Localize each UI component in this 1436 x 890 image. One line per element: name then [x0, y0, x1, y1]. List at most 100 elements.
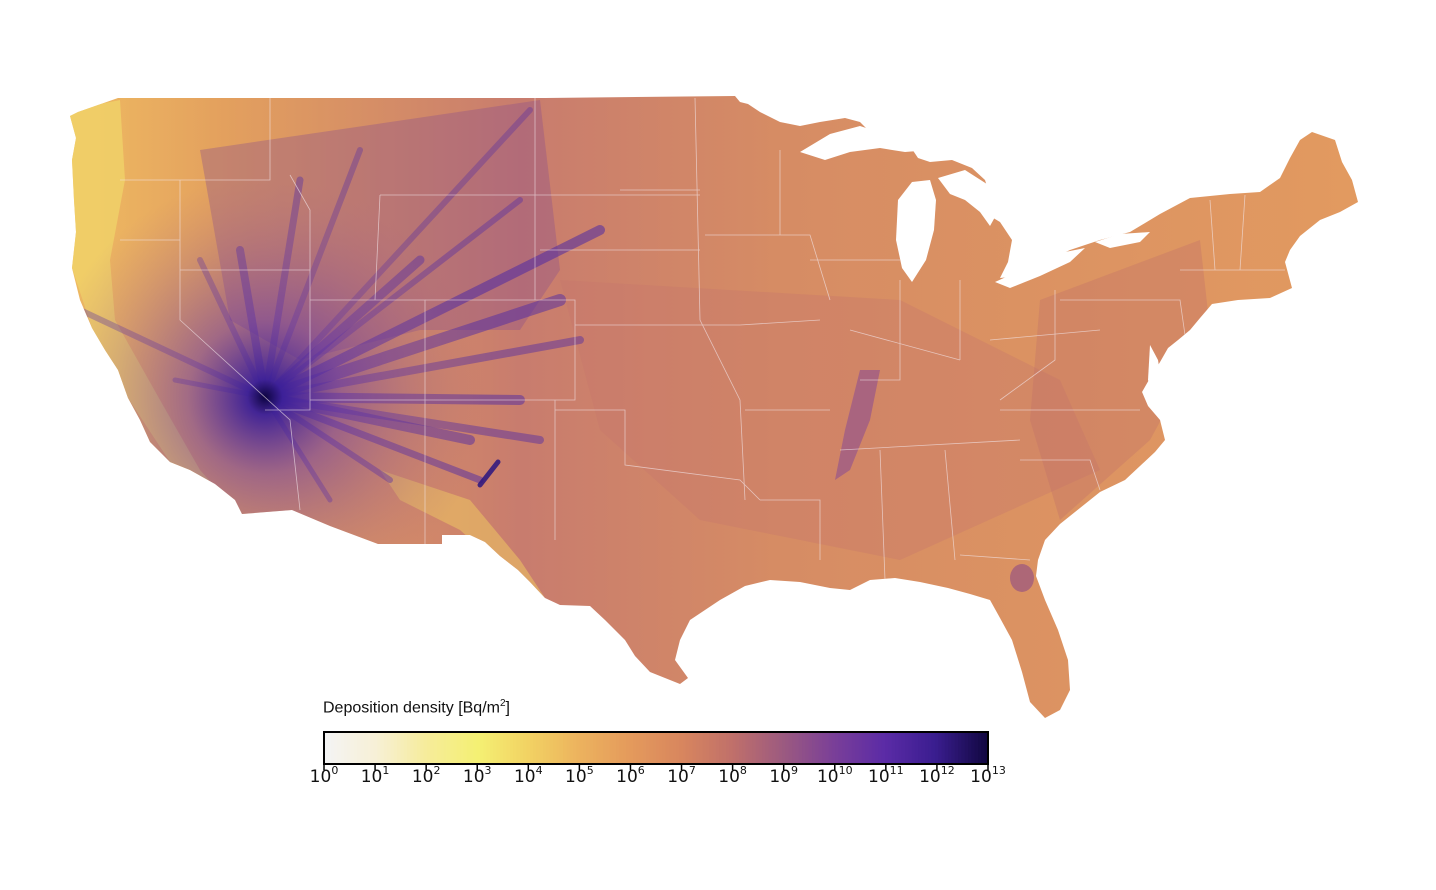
colorbar-frame — [323, 731, 989, 765]
colorbar-stripe — [626, 732, 631, 764]
colorbar-stripe — [357, 732, 362, 764]
colorbar-stripe — [868, 732, 873, 764]
colorbar-stripe — [739, 732, 743, 764]
colorbar-stripe — [944, 732, 949, 764]
colorbar-stripe — [984, 732, 989, 764]
colorbar-stripe — [652, 732, 657, 764]
colorbar-stripe — [659, 732, 664, 764]
lake-huron — [938, 170, 1000, 226]
colorbar-tick-label: 1012 — [919, 764, 955, 787]
colorbar-tick-label: 109 — [769, 764, 799, 787]
colorbar-stripe — [446, 732, 451, 764]
colorbar-stripe — [513, 732, 518, 764]
colorbar-stripe — [702, 732, 707, 764]
colorbar-stripe — [526, 732, 531, 764]
colorbar-stripe — [831, 732, 836, 764]
colorbar-stripe — [632, 732, 637, 764]
colorbar-stripe — [815, 732, 820, 764]
colorbar-stripe — [891, 732, 896, 764]
colorbar-stripe — [327, 732, 332, 764]
colorbar-stripe — [622, 732, 627, 764]
colorbar-stripe — [370, 732, 375, 764]
colorbar-stripe — [974, 732, 979, 764]
colorbar-stripe — [377, 732, 382, 764]
colorbar-stripe — [828, 732, 833, 764]
colorbar-stripe — [875, 732, 880, 764]
colorbar-stripe — [410, 732, 415, 764]
colorbar-stripe — [440, 732, 445, 764]
colorbar-tick-label: 107 — [667, 764, 696, 787]
colorbar-stripe — [918, 732, 923, 764]
colorbar-stripe — [835, 732, 840, 764]
colorbar-stripe — [968, 732, 972, 764]
colorbar-stripe — [679, 732, 684, 764]
colorbar-stripe — [871, 732, 876, 764]
colorbar-stripe — [841, 732, 846, 764]
colorbar-stripe — [699, 732, 704, 764]
colorbar-stripe — [762, 732, 767, 764]
colorbar-tick-label: 104 — [513, 764, 543, 787]
colorbar-stripe — [911, 732, 916, 764]
colorbar-stripe — [941, 732, 946, 764]
colorbar-stripe — [689, 732, 694, 764]
colorbar-stripe — [450, 732, 455, 764]
colorbar-stripe — [403, 732, 408, 764]
colorbar-stripe — [848, 732, 853, 764]
colorbar-tick-label: 100 — [309, 764, 339, 787]
colorbar-stripe — [592, 732, 597, 764]
colorbar-stripe — [695, 732, 700, 764]
colorbar-tick-label: 1010 — [816, 764, 853, 787]
colorbar-stripe — [433, 732, 438, 764]
colorbar-stripe — [636, 732, 640, 764]
colorbar-stripe — [549, 732, 554, 764]
colorbar-stripe — [885, 732, 889, 764]
colorbar-stripe — [499, 732, 504, 764]
colorbar-stripe — [788, 732, 793, 764]
colorbar-stripe — [818, 732, 823, 764]
colorbar-stripe — [559, 732, 564, 764]
colorbar-stripe — [340, 732, 345, 764]
colorbar-stripe — [725, 732, 730, 764]
colorbar-stripe — [333, 732, 338, 764]
colorbar-stripe — [426, 732, 431, 764]
colorbar-stripe — [782, 732, 787, 764]
colorbar-stripe — [755, 732, 760, 764]
colorbar-stripe — [529, 732, 534, 764]
colorbar-stripe — [596, 732, 601, 764]
colorbar-stripe — [486, 732, 491, 764]
colorbar-stripe — [719, 732, 723, 764]
colorbar-stripe — [586, 732, 591, 764]
colorbar-stripe — [606, 732, 611, 764]
colorbar-stripe — [413, 732, 418, 764]
colorbar-stripe — [765, 732, 770, 764]
colorbar-stripe — [812, 732, 816, 764]
lake-superior — [800, 126, 930, 160]
colorbar-stripe — [476, 732, 481, 764]
colorbar-stripe — [563, 732, 567, 764]
colorbar-stripe — [353, 732, 358, 764]
colorbar-stripe — [383, 732, 388, 764]
colorbar-stripe — [400, 732, 405, 764]
colorbar-stripe — [758, 732, 763, 764]
colorbar-stripe — [662, 732, 667, 764]
colorbar-stripe — [407, 732, 411, 764]
colorbar-stripe — [367, 732, 372, 764]
colorbar-stripe — [748, 732, 753, 764]
lake-ontario — [1095, 232, 1150, 248]
colorbar-stripe — [675, 732, 680, 764]
colorbar-stripe — [768, 732, 773, 764]
colorbar-stripe — [566, 732, 571, 764]
colorbar-stripe — [931, 732, 936, 764]
colorbar-stripe — [924, 732, 929, 764]
colorbar-stripe — [420, 732, 425, 764]
colorbar-stripe — [778, 732, 783, 764]
colorbar-stripe — [546, 732, 551, 764]
lake-erie — [995, 248, 1085, 288]
colorbar-stripe — [838, 732, 843, 764]
colorbar-stripe — [908, 732, 913, 764]
colorbar-stripe — [845, 732, 850, 764]
colorbar-title: Deposition density [Bq/m2] — [323, 698, 510, 717]
colorbar-tick-label: 106 — [616, 764, 645, 787]
colorbar-stripe — [951, 732, 956, 764]
